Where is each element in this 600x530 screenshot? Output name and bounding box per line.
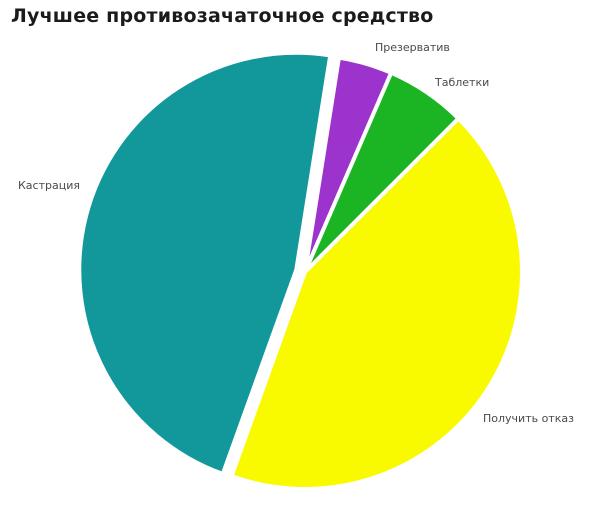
slice-label-kastracia: Кастрация (18, 179, 80, 192)
pie-slice-3 (77, 50, 333, 477)
pie-slice-2 (228, 115, 524, 491)
slice-label-tabletki: Таблетки (435, 76, 490, 89)
slice-label-prezervativ: Презерватив (375, 41, 450, 54)
slice-label-poluchit-otkaz: Получить отказ (483, 412, 574, 425)
chart-title: Лучшее противозачаточное средство (11, 5, 434, 27)
